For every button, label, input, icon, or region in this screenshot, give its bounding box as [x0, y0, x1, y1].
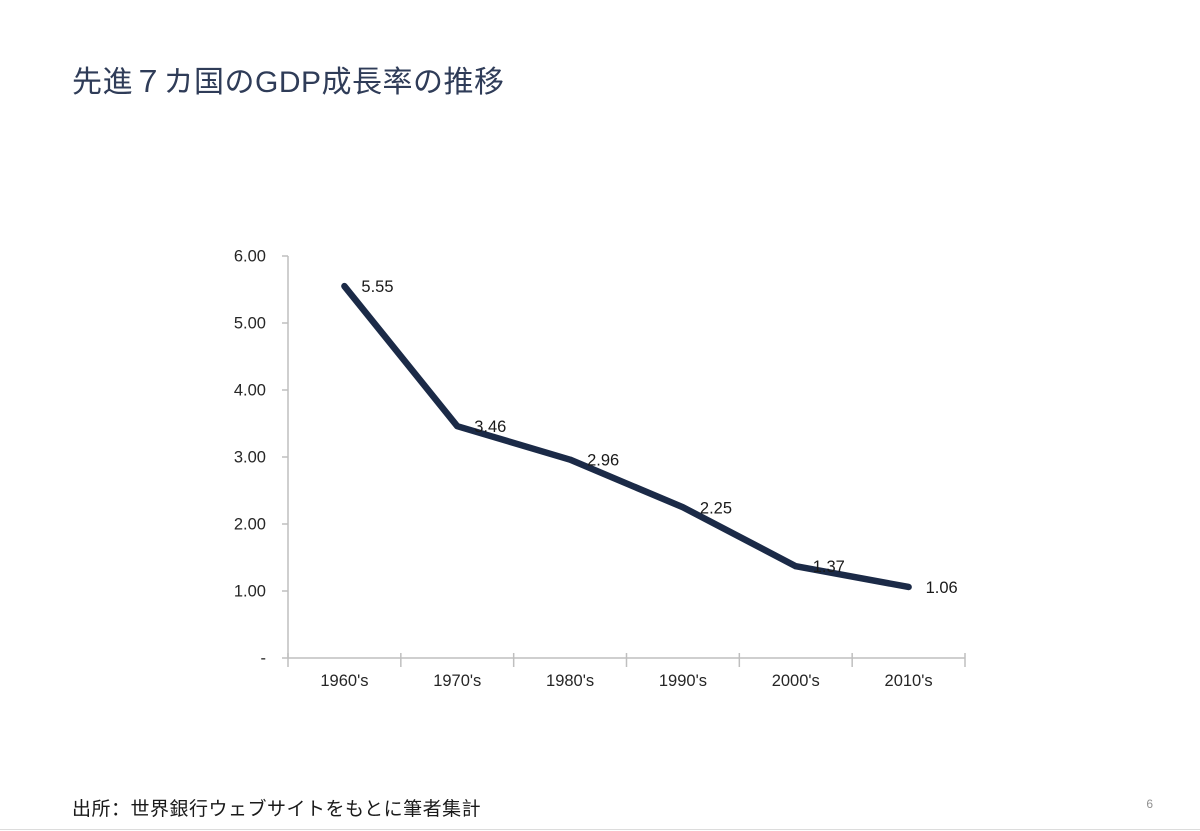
x-axis-label: 1960's — [320, 672, 368, 690]
x-axis-label: 1970's — [433, 672, 481, 690]
data-label: 2.25 — [700, 499, 732, 517]
gdp-series-line — [341, 282, 912, 591]
bottom-divider — [0, 829, 1200, 830]
data-label: 5.55 — [361, 278, 393, 296]
x-axis-label: 1980's — [546, 672, 594, 690]
x-axis-label: 2010's — [885, 672, 933, 690]
data-label: 1.37 — [813, 558, 845, 576]
data-label: 1.06 — [926, 579, 958, 597]
y-tick-label: - — [261, 650, 267, 668]
y-tick-label: 4.00 — [234, 382, 266, 400]
x-axis-label: 1990's — [659, 672, 707, 690]
y-tick-label: 1.00 — [234, 583, 266, 601]
y-tick-label: 6.00 — [234, 248, 266, 266]
y-tick-label: 2.00 — [234, 516, 266, 534]
page-number: 6 — [1146, 797, 1153, 811]
y-tick-label: 3.00 — [234, 449, 266, 467]
data-label: 2.96 — [587, 452, 619, 470]
data-label: 3.46 — [474, 418, 506, 436]
source-note: 出所：世界銀行ウェブサイトをもとに筆者集計 — [72, 799, 482, 820]
x-axis-label: 2000's — [772, 672, 820, 690]
page-title: 先進７カ国のGDP成長率の推移 — [72, 66, 505, 99]
y-tick-label: 5.00 — [234, 315, 266, 333]
